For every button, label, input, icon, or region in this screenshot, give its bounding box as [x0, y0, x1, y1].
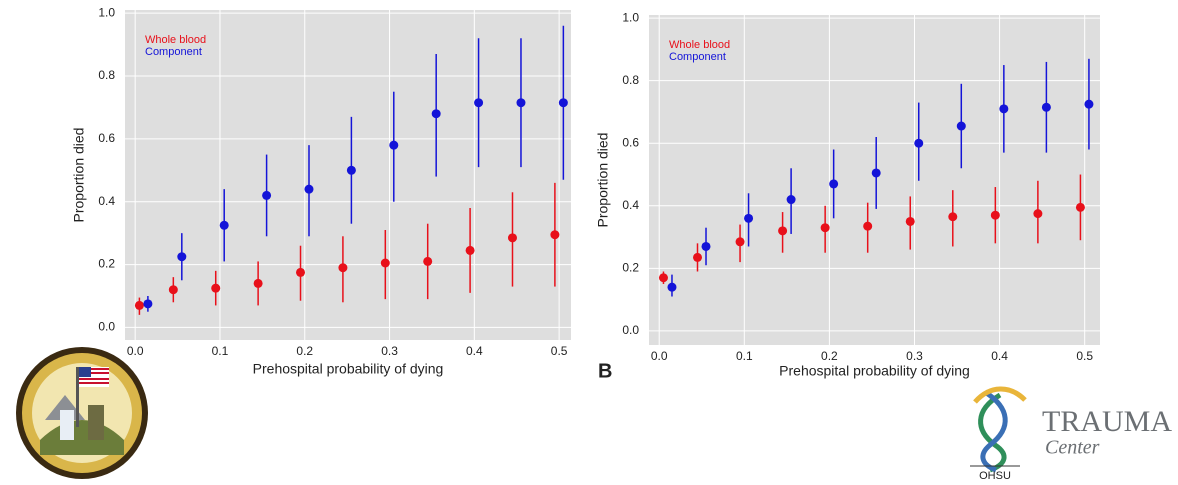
y-tick-label: 0.4: [622, 198, 639, 212]
point: [219, 220, 229, 230]
point: [1041, 102, 1051, 112]
point: [253, 278, 263, 288]
point: [1084, 99, 1094, 109]
point: [474, 98, 484, 108]
logo-subtitle: Center: [1045, 437, 1100, 459]
point: [168, 285, 178, 295]
point: [431, 109, 441, 119]
point: [380, 258, 390, 268]
point: [786, 195, 796, 205]
y-tick-label: 1.0: [622, 10, 639, 24]
panel-label: B: [598, 360, 612, 382]
x-tick-label: 0.0: [651, 349, 668, 363]
chart: 0.0 0.2 0.4 0.6 0.8 1.0 0.0 0.1 0.2 0.3 0.4 0.5 Preh…: [595, 10, 1100, 379]
y-tick-label: 0.4: [98, 194, 115, 208]
point: [516, 98, 526, 108]
point: [177, 252, 187, 262]
point: [863, 221, 873, 231]
point: [550, 230, 560, 240]
y-tick-label: 1.0: [98, 5, 115, 19]
point: [820, 223, 830, 233]
logo-org: OHSU: [979, 470, 1011, 482]
x-tick-label: 0.5: [551, 344, 568, 358]
point: [990, 210, 1000, 220]
point: [1033, 209, 1043, 219]
point: [465, 245, 475, 255]
point: [304, 184, 314, 194]
x-tick-label: 0.2: [296, 344, 313, 358]
point: [956, 121, 966, 131]
point: [346, 165, 356, 175]
y-axis-label: Proportion died: [595, 133, 611, 228]
x-tick-label: 0.1: [736, 349, 753, 363]
y-tick-label: 0.8: [98, 68, 115, 82]
point: [262, 190, 272, 200]
x-tick-label: 0.1: [212, 344, 229, 358]
y-axis-label: Proportion died: [71, 128, 87, 223]
point: [693, 252, 703, 262]
point: [667, 282, 677, 292]
y-tick-label: 0.6: [622, 135, 639, 149]
x-axis-label: Prehospital probability of dying: [779, 363, 970, 379]
point: [296, 267, 306, 277]
point: [871, 168, 881, 178]
point: [143, 299, 153, 309]
ohsu-logo: OHSU TRAUMA Center: [970, 386, 1172, 482]
logo-title: TRAUMA: [1042, 405, 1172, 438]
point: [1075, 202, 1085, 212]
y-tick-label: 0.2: [98, 257, 115, 271]
x-axis-label: Prehospital probability of dying: [253, 361, 444, 377]
y-tick-label: 0.0: [98, 320, 115, 334]
point: [389, 140, 399, 150]
point: [658, 273, 668, 283]
point: [211, 283, 221, 293]
plot-area: [649, 15, 1100, 345]
point: [778, 226, 788, 236]
x-tick-label: 0.0: [127, 344, 144, 358]
point: [423, 256, 433, 266]
x-tick-label: 0.5: [1076, 349, 1093, 363]
chart: 0.0 0.2 0.4 0.6 0.8 1.0 0.0 0.1 0.2 0.3 0.4 0.5 Preh…: [71, 5, 571, 377]
point: [829, 179, 839, 189]
point: [999, 104, 1009, 114]
point: [914, 138, 924, 148]
x-tick-label: 0.4: [991, 349, 1008, 363]
emblem-logo: [16, 347, 148, 479]
point: [744, 213, 754, 223]
legend-entry: Component: [145, 46, 202, 58]
legend-entry: Component: [669, 51, 726, 63]
y-tick-label: 0.0: [622, 323, 639, 337]
y-tick-label: 0.6: [98, 131, 115, 145]
y-tick-label: 0.8: [622, 73, 639, 87]
point: [701, 241, 711, 251]
plot-area: [125, 10, 571, 340]
legend-entry: Whole blood: [145, 34, 206, 46]
legend-entry: Whole blood: [669, 39, 730, 51]
y-tick-label: 0.2: [622, 261, 639, 275]
x-tick-label: 0.4: [466, 344, 483, 358]
point: [948, 212, 958, 222]
point: [905, 216, 915, 226]
point: [507, 233, 517, 243]
point: [735, 237, 745, 247]
point: [558, 98, 568, 108]
x-tick-label: 0.2: [821, 349, 838, 363]
x-tick-label: 0.3: [906, 349, 923, 363]
point: [134, 300, 144, 310]
point: [338, 263, 348, 273]
x-tick-label: 0.3: [381, 344, 398, 358]
